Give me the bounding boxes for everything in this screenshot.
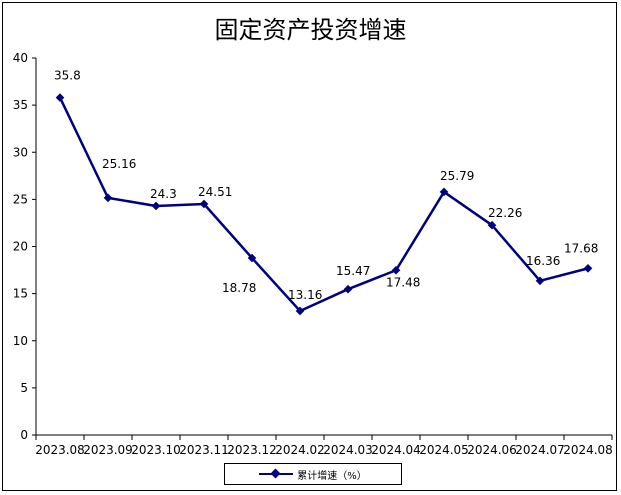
x-tick-label: 2024.07 [515,443,565,457]
data-point-marker [151,201,161,211]
data-label: 22.26 [488,206,522,220]
data-point-marker [343,284,353,294]
data-label: 24.51 [198,185,232,199]
x-tick-label: 2024.05 [419,443,469,457]
x-tick-label: 2024.03 [323,443,373,457]
data-point-marker [487,220,497,230]
x-tick-label: 2024.04 [371,443,421,457]
x-tick-label: 2023.11 [179,443,229,457]
y-tick-label: 0 [20,428,28,442]
y-tick-label: 15 [13,287,28,301]
data-label: 24.3 [150,187,177,201]
data-label: 25.16 [102,157,136,171]
y-tick-label: 20 [13,240,28,254]
data-label: 25.79 [440,169,474,183]
y-tick-label: 10 [13,334,28,348]
data-label: 17.68 [564,241,598,255]
data-point-marker [439,187,449,197]
legend-series-marker [259,468,294,479]
y-tick-label: 25 [13,192,28,206]
chart-frame [2,2,617,491]
chart-title: 固定资产投资增速 [214,16,407,44]
data-label: 17.48 [386,275,420,289]
data-label: 15.47 [336,264,370,278]
x-tick-label: 2023.10 [131,443,181,457]
chart-legend: 累计增速（%） [224,463,402,485]
data-label: 13.16 [288,288,322,302]
x-tick-label: 2023.08 [35,443,85,457]
legend-series-label: 累计增速（%） [297,470,367,482]
x-tick-label: 2023.12 [227,443,277,457]
data-point-marker [247,253,257,263]
data-point-marker [583,264,593,273]
data-point-marker [295,306,305,316]
data-label: 35.8 [54,69,81,83]
y-tick-label: 40 [13,51,28,65]
x-tick-label: 2024.02 [275,443,325,457]
data-point-marker [199,199,209,209]
series-line [58,97,589,313]
x-tick-label: 2023.09 [83,443,133,457]
data-point-marker [55,93,65,102]
y-tick-label: 35 [13,98,28,112]
y-tick-label: 5 [20,381,28,395]
data-label: 16.36 [526,254,560,268]
x-tick-label: 2024.06 [467,443,517,457]
data-label: 18.78 [222,281,256,295]
x-tick-label: 2024.08 [563,443,613,457]
data-point-marker [391,265,401,275]
data-point-marker [103,193,113,203]
y-tick-label: 30 [13,145,28,159]
data-point-marker [535,276,545,286]
